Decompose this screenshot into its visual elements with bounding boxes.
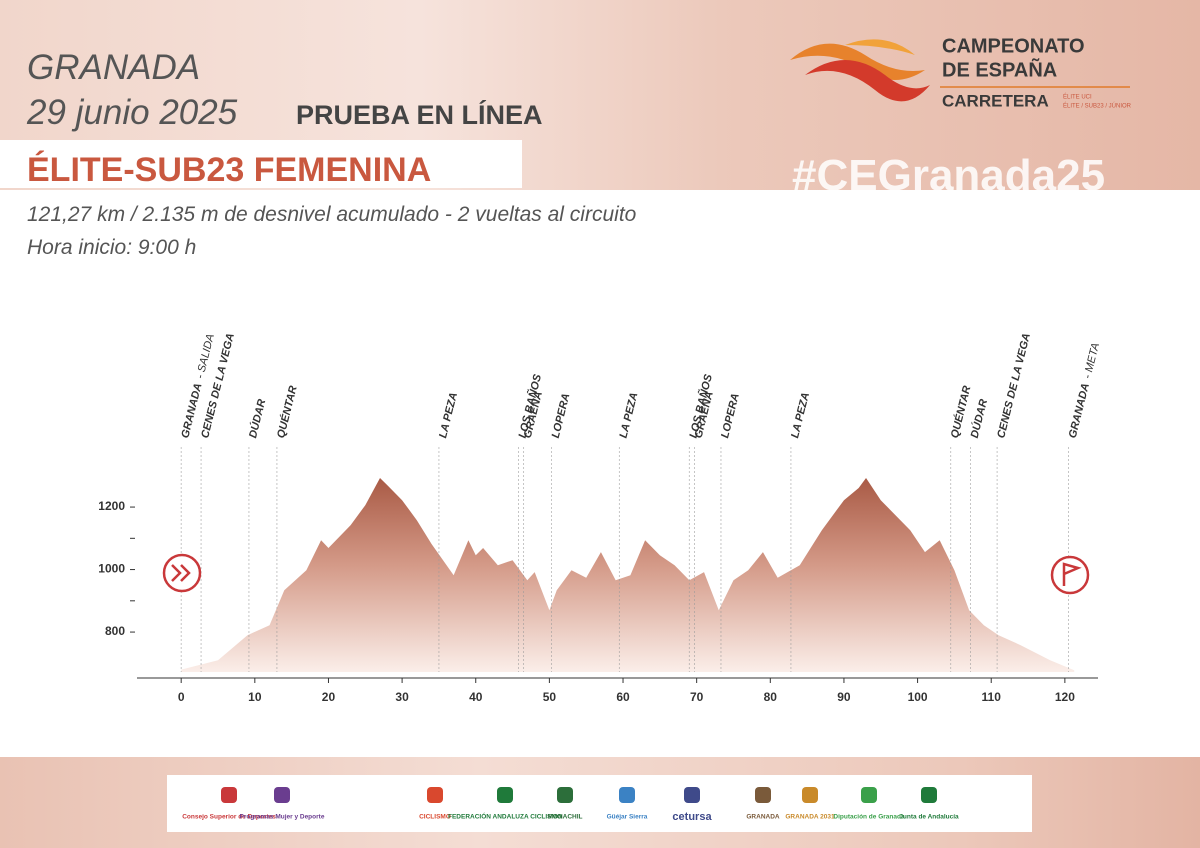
sponsor-mark: [802, 787, 818, 803]
x-tick-label: 80: [764, 690, 778, 704]
waypoint-name: LA PEZA: [437, 391, 460, 439]
sponsor-mark: [861, 787, 877, 803]
waypoint-label: LOPERA: [550, 392, 573, 439]
y-tick-label: 800: [105, 624, 125, 638]
sponsor-mark: [557, 787, 573, 803]
sponsor-name: Junta de Andalucía: [899, 814, 959, 821]
x-tick-label: 50: [543, 690, 557, 704]
x-tick-label: 20: [322, 690, 336, 704]
x-tick-label: 10: [248, 690, 262, 704]
logo-text: DE ESPAÑA: [942, 58, 1057, 81]
date: 29 junio 2025: [27, 93, 238, 132]
sponsor-mark: [921, 787, 937, 803]
waypoint-label: LOPERA: [719, 392, 742, 439]
x-tick-label: 100: [908, 690, 928, 704]
waypoint-label: LA PEZA: [437, 391, 460, 439]
waypoint-label: DÚDAR: [246, 398, 268, 440]
waypoint-name: LA PEZA: [617, 391, 640, 439]
logo-text: ÉLITE / SUB23 / JÚNIOR: [1063, 103, 1132, 110]
waypoint-label: CENES DE LA VEGA: [995, 332, 1033, 440]
x-tick-label: 120: [1055, 690, 1075, 704]
sponsor-mark: [274, 787, 290, 803]
waypoint-label: LA PEZA: [617, 391, 640, 439]
sponsor-name: Consejo Superior de Deportes: [182, 814, 276, 821]
logo-text: CAMPEONATO: [942, 35, 1085, 57]
x-tick-label: 0: [178, 690, 185, 704]
x-tick-label: 60: [616, 690, 630, 704]
race-type: PRUEBA EN LÍNEA: [296, 100, 543, 130]
event-logo: CAMPEONATO DE ESPAÑA CARRETERA ÉLITE UCI…: [790, 35, 1132, 110]
x-tick-label: 30: [395, 690, 409, 704]
sponsor-mark: [755, 787, 771, 803]
sponsor-name: Programas Mujer y Deporte: [240, 814, 325, 821]
sponsor-mark: [684, 787, 700, 803]
waypoint-label: LA PEZA: [789, 391, 812, 439]
sponsor-name: CICLISMO: [419, 814, 451, 821]
sponsor-name: cetursa: [672, 811, 712, 823]
waypoint-name: CENES DE LA VEGA: [995, 332, 1033, 440]
sponsor-box: [167, 775, 1032, 832]
city: GRANADA: [27, 48, 201, 87]
sponsor-name: GRANADA 2031: [785, 814, 835, 821]
waypoint-name: LA PEZA: [789, 391, 812, 439]
category-box: [0, 140, 522, 188]
start-icon-glyph: [171, 564, 191, 582]
x-tick-label: 40: [469, 690, 483, 704]
waypoint-name: QUÉNTAR: [274, 384, 300, 439]
sponsor-name: MONACHIL: [547, 814, 582, 821]
waypoint-label: DÚDAR: [968, 398, 990, 440]
waypoint-name: GRANADA: [1067, 382, 1092, 440]
category: ÉLITE-SUB23 FEMENINA: [27, 151, 432, 189]
waypoint-note: - META: [1081, 342, 1101, 380]
waypoint-name: LOPERA: [550, 392, 573, 439]
waypoint-note: - SALIDA: [194, 333, 217, 380]
y-tick-label: 1200: [98, 499, 125, 513]
finish-icon: [1050, 555, 1090, 595]
sponsor-mark: [427, 787, 443, 803]
start-time: Hora inicio: 9:00 h: [27, 236, 197, 259]
logo-swoosh: [845, 39, 915, 55]
sponsor-name: FEDERACIÓN ANDALUZA CICLISMO: [448, 812, 562, 821]
sponsor-mark: [221, 787, 237, 803]
sponsor-mark: [497, 787, 513, 803]
elevation-area: [181, 478, 1075, 672]
finish-icon-glyph: [1062, 562, 1082, 586]
logo-text: CARRETERA: [942, 91, 1049, 110]
logo-text: ÉLITE UCI: [1063, 94, 1092, 101]
waypoint-name: DÚDAR: [968, 398, 990, 440]
y-tick-label: 1000: [98, 562, 125, 576]
hashtag: #CEGranada25: [792, 151, 1106, 190]
waypoint-label: GRANADA- META: [1067, 342, 1102, 440]
waypoint-label: QUÉNTAR: [274, 384, 300, 439]
distance: 121,27 km / 2.135 m de desnivel acumulad…: [27, 203, 637, 226]
start-icon: [162, 553, 202, 593]
sponsor-mark: [619, 787, 635, 803]
waypoint-name: LOPERA: [719, 392, 742, 439]
x-tick-label: 70: [690, 690, 704, 704]
x-tick-label: 110: [982, 690, 1002, 704]
logo-swoosh: [805, 60, 930, 102]
sponsor-name: GRANADA: [746, 814, 780, 821]
sponsor-name: Diputación de Granada: [833, 814, 905, 821]
sponsor-name: Güéjar Sierra: [607, 814, 648, 821]
waypoint-name: DÚDAR: [246, 398, 268, 440]
x-tick-label: 90: [837, 690, 851, 704]
